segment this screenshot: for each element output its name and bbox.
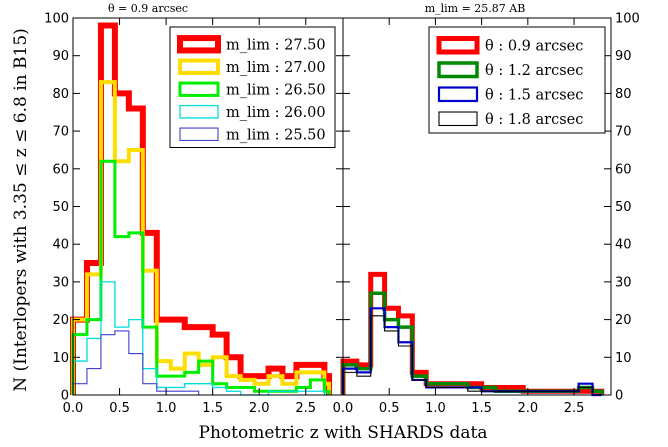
left-legend-frame — [169, 26, 336, 148]
left-legend-swatch — [177, 35, 221, 54]
left-y-tick-label: 20 — [52, 313, 69, 328]
left-legend-swatch — [178, 81, 220, 97]
right-legend-swatch — [437, 86, 479, 103]
right-legend-label: θ : 1.5 arcsec — [485, 87, 583, 103]
left-legend-swatch — [178, 58, 220, 75]
right-y-tick-label: 60 — [615, 162, 632, 177]
left-y-tick-label: 30 — [52, 275, 69, 290]
right-y-tick-label: 10 — [615, 351, 632, 366]
right-x-tick-label: 1.0 — [425, 401, 446, 416]
right-y-tick-label: 70 — [615, 125, 632, 140]
left-legend-label: m_lim : 27.50 — [226, 37, 326, 53]
left-legend-label: m_lim : 26.50 — [226, 82, 326, 98]
right-series-3 — [342, 315, 602, 396]
right-x-tick-label: 1.5 — [471, 401, 492, 416]
right-legend-swatch — [437, 61, 479, 79]
left-x-tick-label: 2.0 — [249, 401, 270, 416]
right-plot-area: 0.0 0.5 1.0 1.5 2.0 2.5 0 10 20 30 40 50 60 70 80 90 100… — [333, 12, 640, 417]
y-axis-label: N (Interlopers with 3.35 ≤ z ≤ 6.8 in B1… — [11, 28, 31, 392]
left-y-tick-label: 90 — [52, 49, 69, 64]
left-y-tick-label: 100 — [44, 12, 69, 27]
right-x-tick-label: 2.0 — [517, 401, 538, 416]
left-y-tick-label: 50 — [52, 200, 69, 215]
left-y-tick-label: 70 — [52, 125, 69, 140]
left-legend-swatch — [179, 127, 219, 141]
right-y-tick-label: 20 — [615, 313, 632, 328]
right-x-tick-label: 0.5 — [379, 401, 400, 416]
right-legend-swatch — [436, 36, 480, 55]
right-legend: θ : 0.9 arcsec θ : 1.2 arcsec θ : 1.5 arcs… — [428, 26, 606, 134]
right-y-tick-label: 30 — [615, 275, 632, 290]
left-legend-swatch — [179, 104, 219, 119]
left-legend-label: m_lim : 26.00 — [226, 105, 326, 121]
right-y-tick-label: 0 — [615, 389, 623, 404]
left-y-tick-label: 10 — [52, 351, 69, 366]
left-legend: m_lim : 27.50 m_lim : 27.00 m_lim : 26.50 m… — [169, 26, 336, 148]
right-legend-frame — [428, 26, 606, 134]
left-x-tick-label: 0.0 — [63, 401, 84, 416]
left-y-tick-label: 40 — [52, 238, 69, 253]
right-legend-label: θ : 0.9 arcsec — [485, 38, 583, 54]
left-x-tick-label: 1.5 — [202, 401, 223, 416]
right-x-tick-label: 0.0 — [333, 401, 354, 416]
left-legend-label: m_lim : 27.00 — [226, 60, 326, 76]
right-y-tick-label: 50 — [615, 200, 632, 215]
left-y-tick-label: 0 — [61, 389, 69, 404]
right-panel: m_lim = 25.87 AB 0.0 0.5 1.0 1.5 2.0 2.5 0 10 20… — [333, 2, 640, 416]
left-plot-area: 0.0 0.5 1.0 1.5 2.0 2.5 0 10 20 30 40 50 60 70 80 90 100… — [44, 12, 344, 416]
x-axis-label: Photometric z with SHARDS data — [199, 423, 488, 443]
left-x-tick-label: 0.5 — [109, 401, 130, 416]
right-y-tick-label: 40 — [615, 238, 632, 253]
left-y-tick-label: 60 — [52, 162, 69, 177]
right-y-tick-label: 100 — [615, 12, 640, 27]
left-series-2 — [71, 159, 331, 395]
right-legend-label: θ : 1.8 arcsec — [485, 112, 583, 128]
right-y-tick-label: 90 — [615, 49, 632, 64]
right-x-tick-label: 2.5 — [564, 401, 585, 416]
left-panel: θ = 0.9 arcsec 0.0 0.5 1.0 1.5 2.0 2.5 0 10 20 30… — [44, 2, 344, 416]
left-x-tick-label: 1.0 — [156, 401, 177, 416]
left-y-tick-label: 80 — [52, 87, 69, 102]
left-series-3 — [72, 281, 330, 396]
left-legend-label: m_lim : 25.50 — [226, 127, 326, 143]
left-x-tick-label: 2.5 — [295, 401, 316, 416]
left-panel-title: θ = 0.9 arcsec — [108, 2, 188, 15]
right-panel-title: m_lim = 25.87 AB — [425, 2, 526, 15]
right-legend-swatch — [438, 111, 478, 127]
right-legend-label: θ : 1.2 arcsec — [485, 63, 583, 79]
right-y-tick-label: 80 — [615, 87, 632, 102]
